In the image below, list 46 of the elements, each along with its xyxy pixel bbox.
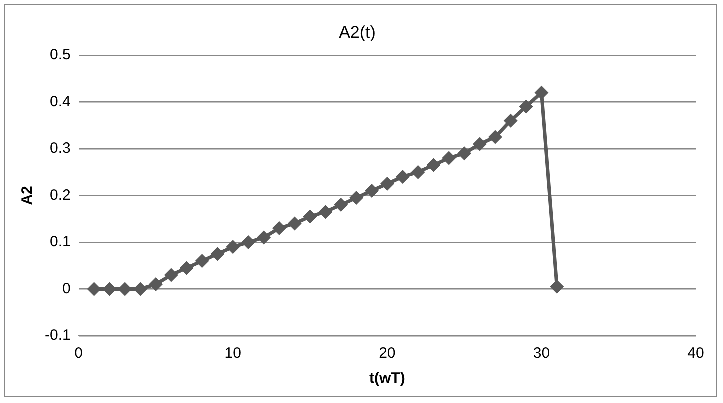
point [134,282,148,296]
point [87,282,102,296]
point [396,170,410,184]
y-axis-title: A2 [19,186,36,206]
point [550,280,564,294]
point [519,100,534,114]
point [303,210,318,224]
point [364,184,379,198]
y-tick-label: 0.2 [50,186,71,204]
y-tick-label: 0.4 [50,93,71,110]
x-tick-label: 0 [74,345,84,362]
point [210,247,225,262]
point [411,165,426,180]
point [242,235,256,250]
x-tick-label: 30 [533,345,550,362]
point [350,191,364,206]
point [148,278,163,292]
x-tick-label: 40 [688,345,704,362]
y-tick-label: 0.3 [50,140,71,158]
point [256,230,271,245]
x-axis-title: t(wT) [370,370,406,388]
point [488,130,502,144]
point [102,282,117,296]
point [334,198,348,212]
x-tick-label: 10 [224,345,242,362]
point [380,177,394,192]
point [164,268,178,282]
x-tick-label: 20 [379,345,396,362]
point [504,114,518,128]
point [426,158,441,172]
point [272,221,286,236]
point [226,240,240,254]
y-tick-label: -0.1 [44,327,71,344]
point [458,146,472,161]
point [442,151,456,166]
point [318,205,333,220]
point [472,137,487,152]
y-tick-label: 0.5 [50,46,71,64]
point [118,282,132,296]
chart-title: A2(t) [339,22,376,42]
point [534,86,549,100]
point [288,216,302,231]
point [180,261,194,276]
y-tick-label: 0 [62,280,71,298]
point [195,254,210,268]
y-tick-label: 0.1 [50,234,71,251]
